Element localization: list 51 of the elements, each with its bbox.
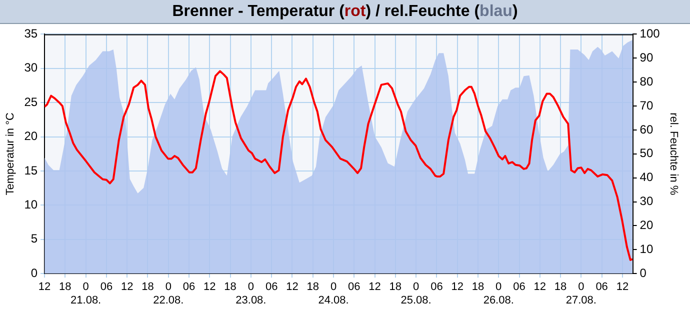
x-tick-label: 12: [38, 281, 51, 294]
chart-title: Brenner - Temperatur (rot) / rel.Feuchte (blau): [0, 0, 690, 24]
y-tick-label: 30: [24, 60, 38, 75]
y2-tick-label: 90: [640, 50, 654, 64]
x-tick-label: 06: [513, 281, 526, 294]
y2-tick-label: 40: [640, 170, 654, 184]
x-tick-label: 0 22.08.: [153, 281, 184, 306]
y-tick-label: 0: [30, 266, 38, 280]
y2-tick-label: 20: [640, 218, 654, 232]
x-tick-label: 06: [100, 281, 113, 294]
y2-tick-label: 60: [640, 122, 654, 136]
x-tick-label: 12: [204, 281, 216, 294]
y2-tick-label: 50: [640, 146, 654, 160]
x-tick-label: 18: [224, 281, 236, 294]
x-tick-label: 0 26.08.: [483, 281, 514, 306]
x-tick-label: 18: [59, 281, 72, 294]
x-tick-label: 18: [142, 281, 154, 294]
x-tick-label: 06: [265, 281, 278, 294]
y2-tick-label: 80: [640, 74, 654, 88]
y2-tick-label: 70: [640, 98, 654, 112]
y2-tick-label: 30: [640, 194, 654, 208]
y-tick-label: 5: [30, 232, 38, 246]
x-tick-label: 18: [554, 281, 567, 294]
x-tick-label: 0 21.08.: [70, 281, 102, 306]
y-tick-label: 15: [24, 163, 38, 178]
x-tick-label: 18: [306, 281, 319, 294]
x-tick-label: 12: [286, 281, 298, 294]
y-tick-label: 25: [24, 94, 38, 109]
y2-tick-label: 100: [640, 26, 660, 41]
x-tick-label: 06: [596, 281, 608, 294]
x-tick-label: 06: [182, 281, 196, 294]
y2-tick-label: 10: [640, 242, 654, 256]
y2-axis-title: rel. Feuchte in %: [667, 112, 680, 196]
y-tick-label: 20: [24, 129, 38, 144]
x-tick-label: 0 25.08.: [400, 281, 432, 306]
x-tick-label: 06: [348, 281, 360, 294]
x-tick-label: 0 27.08.: [566, 281, 596, 306]
x-tick-label: 12: [534, 281, 546, 294]
x-tick-label: 12: [368, 281, 381, 294]
x-tick-label: 0 24.08.: [318, 281, 349, 306]
y-tick-label: 10: [24, 198, 38, 212]
x-tick-label: 18: [472, 281, 484, 294]
x-tick-label: 12: [451, 281, 464, 294]
y-tick-label: 35: [24, 26, 38, 41]
y-axis-title: Temperatur in °C: [4, 112, 17, 196]
y2-tick-label: 0: [640, 266, 647, 280]
x-tick-label: 06: [430, 281, 443, 294]
x-tick-label: 0 23.08.: [236, 281, 266, 306]
x-tick-label: 12: [616, 281, 629, 294]
x-tick-label: 12: [120, 281, 134, 294]
x-tick-label: 18: [389, 281, 402, 294]
